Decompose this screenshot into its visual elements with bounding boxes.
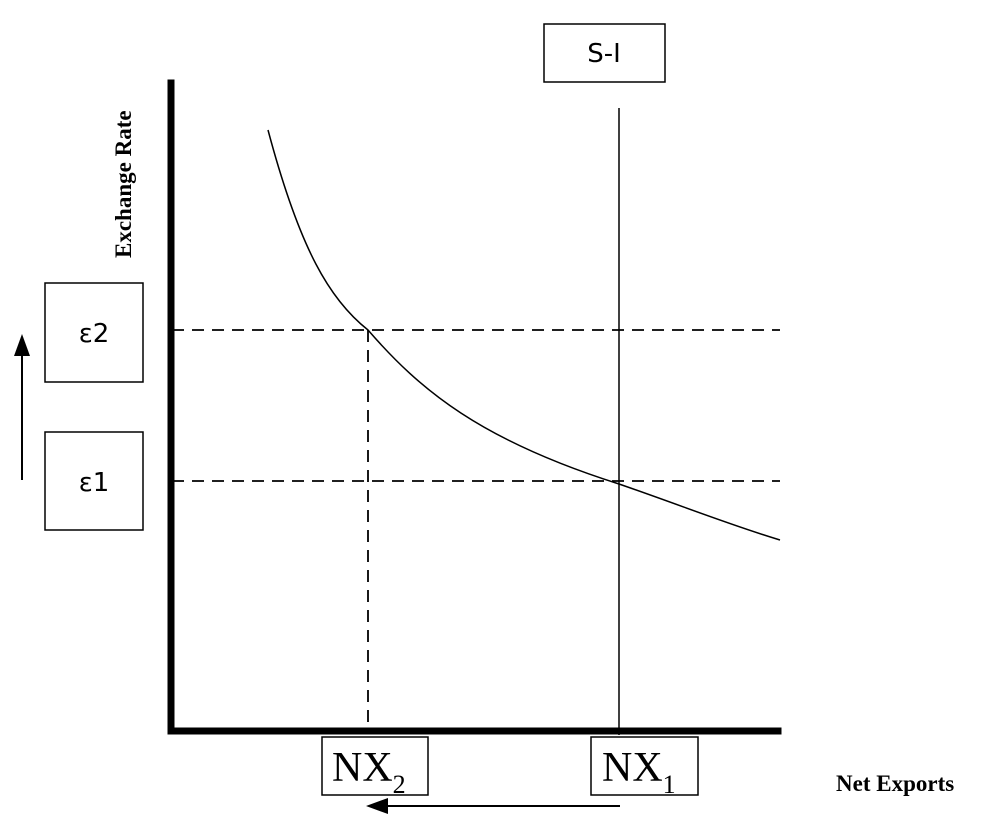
nx-1-subscript: 1 — [663, 770, 676, 799]
nx-1-label: NX1 — [602, 745, 676, 799]
nx-2-label: NX2 — [332, 745, 406, 799]
nx-1-box — [590, 736, 699, 796]
x-axis-title: Net Exports — [836, 771, 954, 796]
epsilon-2-label: ε2 — [79, 319, 110, 349]
epsilon-2-box — [44, 282, 144, 383]
net-exports-curve — [267, 129, 781, 541]
si-label: S-I — [587, 39, 621, 69]
up-arrowhead-icon — [14, 334, 30, 356]
nx-2-main: NX — [332, 745, 393, 791]
left-arrowhead-icon — [366, 798, 388, 814]
epsilon-1-label: ε1 — [79, 468, 110, 498]
si-label-box — [543, 23, 666, 83]
epsilon-1-box — [44, 431, 144, 531]
nx-1-main: NX — [602, 745, 663, 791]
nx-2-box — [321, 736, 429, 796]
y-axis-title: Exchange Rate — [111, 110, 136, 258]
nx-2-subscript: 2 — [393, 770, 406, 799]
